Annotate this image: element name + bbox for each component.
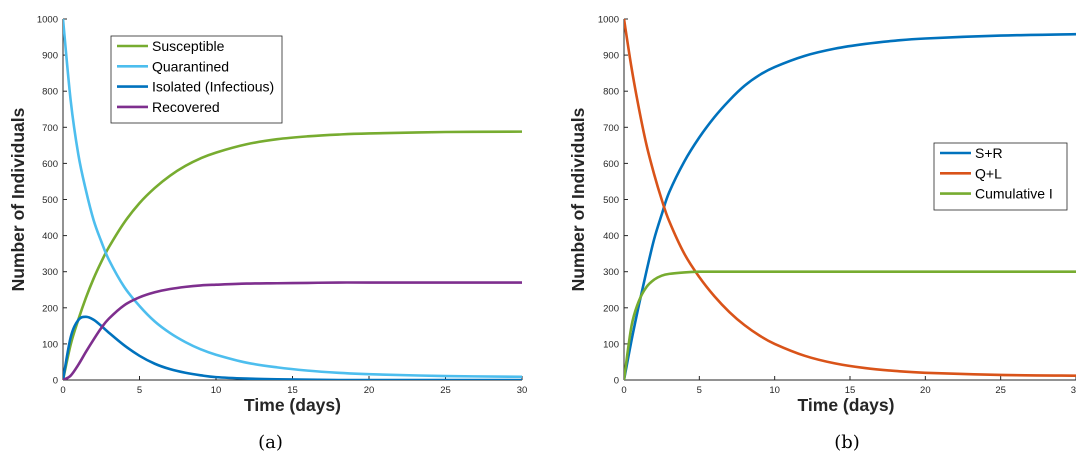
- y-tick-label: 0: [53, 376, 58, 387]
- legend-label-isolated-infectious: Isolated (Infectious): [152, 79, 274, 95]
- y-tick-label: 100: [42, 339, 58, 350]
- legend-label-susceptible: Susceptible: [152, 38, 225, 54]
- legend-label-cumulative-i: Cumulative I: [975, 186, 1053, 202]
- panel-a: 0 100 200 300 400 500 600 700 800 900 1000 0 5 10 15 20…: [8, 15, 527, 454]
- y-tick-label: 600: [42, 159, 58, 170]
- x-tick-label: 25: [995, 385, 1006, 396]
- x-tick-label: 30: [1071, 385, 1076, 396]
- x-tick-label: 20: [920, 385, 931, 396]
- x-tick-label: 5: [697, 385, 702, 396]
- legend: Susceptible Quarantined Isolated (Infectio…: [110, 35, 283, 124]
- x-tick-label: 30: [517, 385, 528, 396]
- x-tick-label: 10: [211, 385, 222, 396]
- series-line-susceptible: [63, 130, 522, 380]
- y-tick-label: 100: [603, 339, 619, 350]
- y-tick-label: 800: [603, 87, 619, 98]
- series-line-q-l: [624, 18, 1076, 377]
- y-tick-label: 400: [42, 231, 58, 242]
- y-tick-label: 800: [42, 87, 58, 98]
- x-tick-label: 20: [364, 385, 375, 396]
- y-tick-label: 900: [603, 51, 619, 62]
- y-axis-label: Number of Individuals: [568, 107, 588, 291]
- y-axis-label: Number of Individuals: [8, 107, 28, 291]
- x-axis-label: Time (days): [244, 395, 341, 415]
- y-tick-label: 500: [42, 195, 58, 206]
- y-tick-label: 1000: [37, 15, 58, 26]
- y-tick-label: 700: [603, 123, 619, 134]
- y-tick-label: 200: [42, 303, 58, 314]
- series-line-isolated-infectious: [63, 315, 522, 380]
- y-tick-label: 300: [42, 267, 58, 278]
- y-tick-label: 300: [603, 267, 619, 278]
- x-tick-label: 15: [845, 385, 856, 396]
- legend: S+R Q+L Cumulative I: [933, 142, 1068, 211]
- x-tick-label: 0: [621, 385, 626, 396]
- y-tick-label: 200: [603, 303, 619, 314]
- x-tick-label: 10: [769, 385, 780, 396]
- panel-b: 0 100 200 300 400 500 600 700 800 900 1000 0 5 10 15 20…: [568, 15, 1076, 453]
- series-line-quarantined: [63, 18, 522, 379]
- legend-box: [110, 35, 283, 124]
- y-tick-label: 700: [42, 123, 58, 134]
- y-tick-label: 600: [603, 159, 619, 170]
- legend-label-recovered: Recovered: [152, 99, 220, 115]
- x-tick-label: 5: [137, 385, 142, 396]
- x-tick-label: 0: [60, 385, 65, 396]
- y-tick-label: 0: [614, 376, 619, 387]
- series-line-recovered: [63, 281, 522, 380]
- y-tick-label: 900: [42, 51, 58, 62]
- x-tick-label: 25: [440, 385, 451, 396]
- y-tick-label: 1000: [598, 15, 619, 26]
- x-tick-label: 15: [287, 385, 298, 396]
- panel-caption: (b): [834, 432, 860, 453]
- y-tick-label: 400: [603, 231, 619, 242]
- x-axis-label: Time (days): [798, 395, 895, 415]
- panel-caption: (a): [258, 432, 283, 453]
- series-line-s-r: [624, 32, 1076, 380]
- legend-label-quarantined: Quarantined: [152, 58, 229, 74]
- legend-label-q-l: Q+L: [975, 165, 1002, 181]
- legend-label-s-r: S+R: [975, 145, 1003, 161]
- series-line-cumulative-i: [624, 270, 1076, 380]
- y-tick-label: 500: [603, 195, 619, 206]
